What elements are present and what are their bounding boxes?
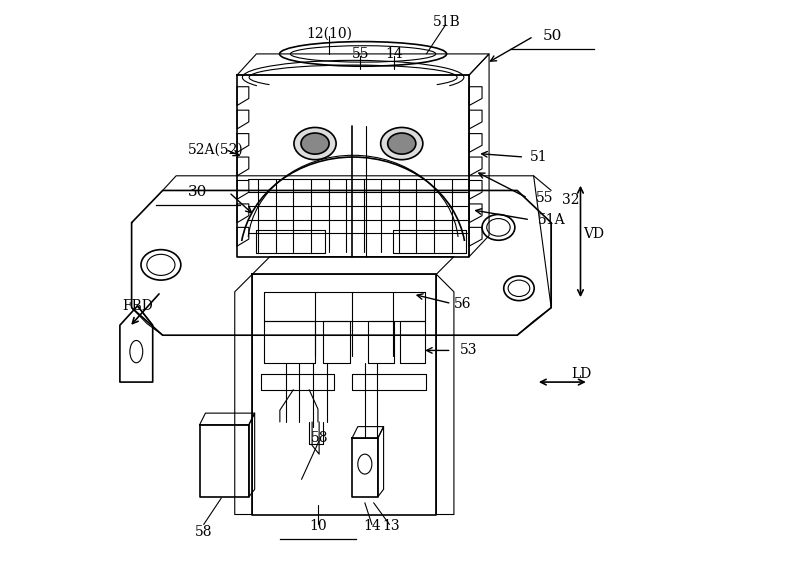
Text: 50: 50 (542, 29, 562, 43)
Text: 58: 58 (310, 431, 328, 445)
Text: 13: 13 (382, 519, 400, 533)
Ellipse shape (301, 133, 329, 154)
Text: 51B: 51B (433, 15, 461, 29)
Text: 55: 55 (351, 47, 369, 61)
Text: 52A(52): 52A(52) (187, 142, 243, 156)
Ellipse shape (388, 133, 416, 154)
Text: FBD: FBD (122, 299, 153, 313)
Text: 56: 56 (454, 297, 471, 311)
Text: VD: VD (583, 227, 604, 241)
Text: 58: 58 (195, 525, 213, 539)
Text: 30: 30 (188, 185, 207, 199)
Text: 51A: 51A (538, 213, 566, 227)
Ellipse shape (294, 127, 336, 159)
Text: 53: 53 (460, 343, 478, 357)
Ellipse shape (381, 127, 423, 159)
Text: 14: 14 (363, 519, 381, 533)
Text: LD: LD (571, 367, 591, 381)
Text: 12(10): 12(10) (306, 27, 353, 41)
Text: 32: 32 (562, 193, 580, 207)
Text: 51: 51 (530, 150, 548, 164)
Text: 14: 14 (386, 47, 403, 61)
Text: 55: 55 (536, 191, 554, 205)
Text: 10: 10 (309, 519, 326, 533)
